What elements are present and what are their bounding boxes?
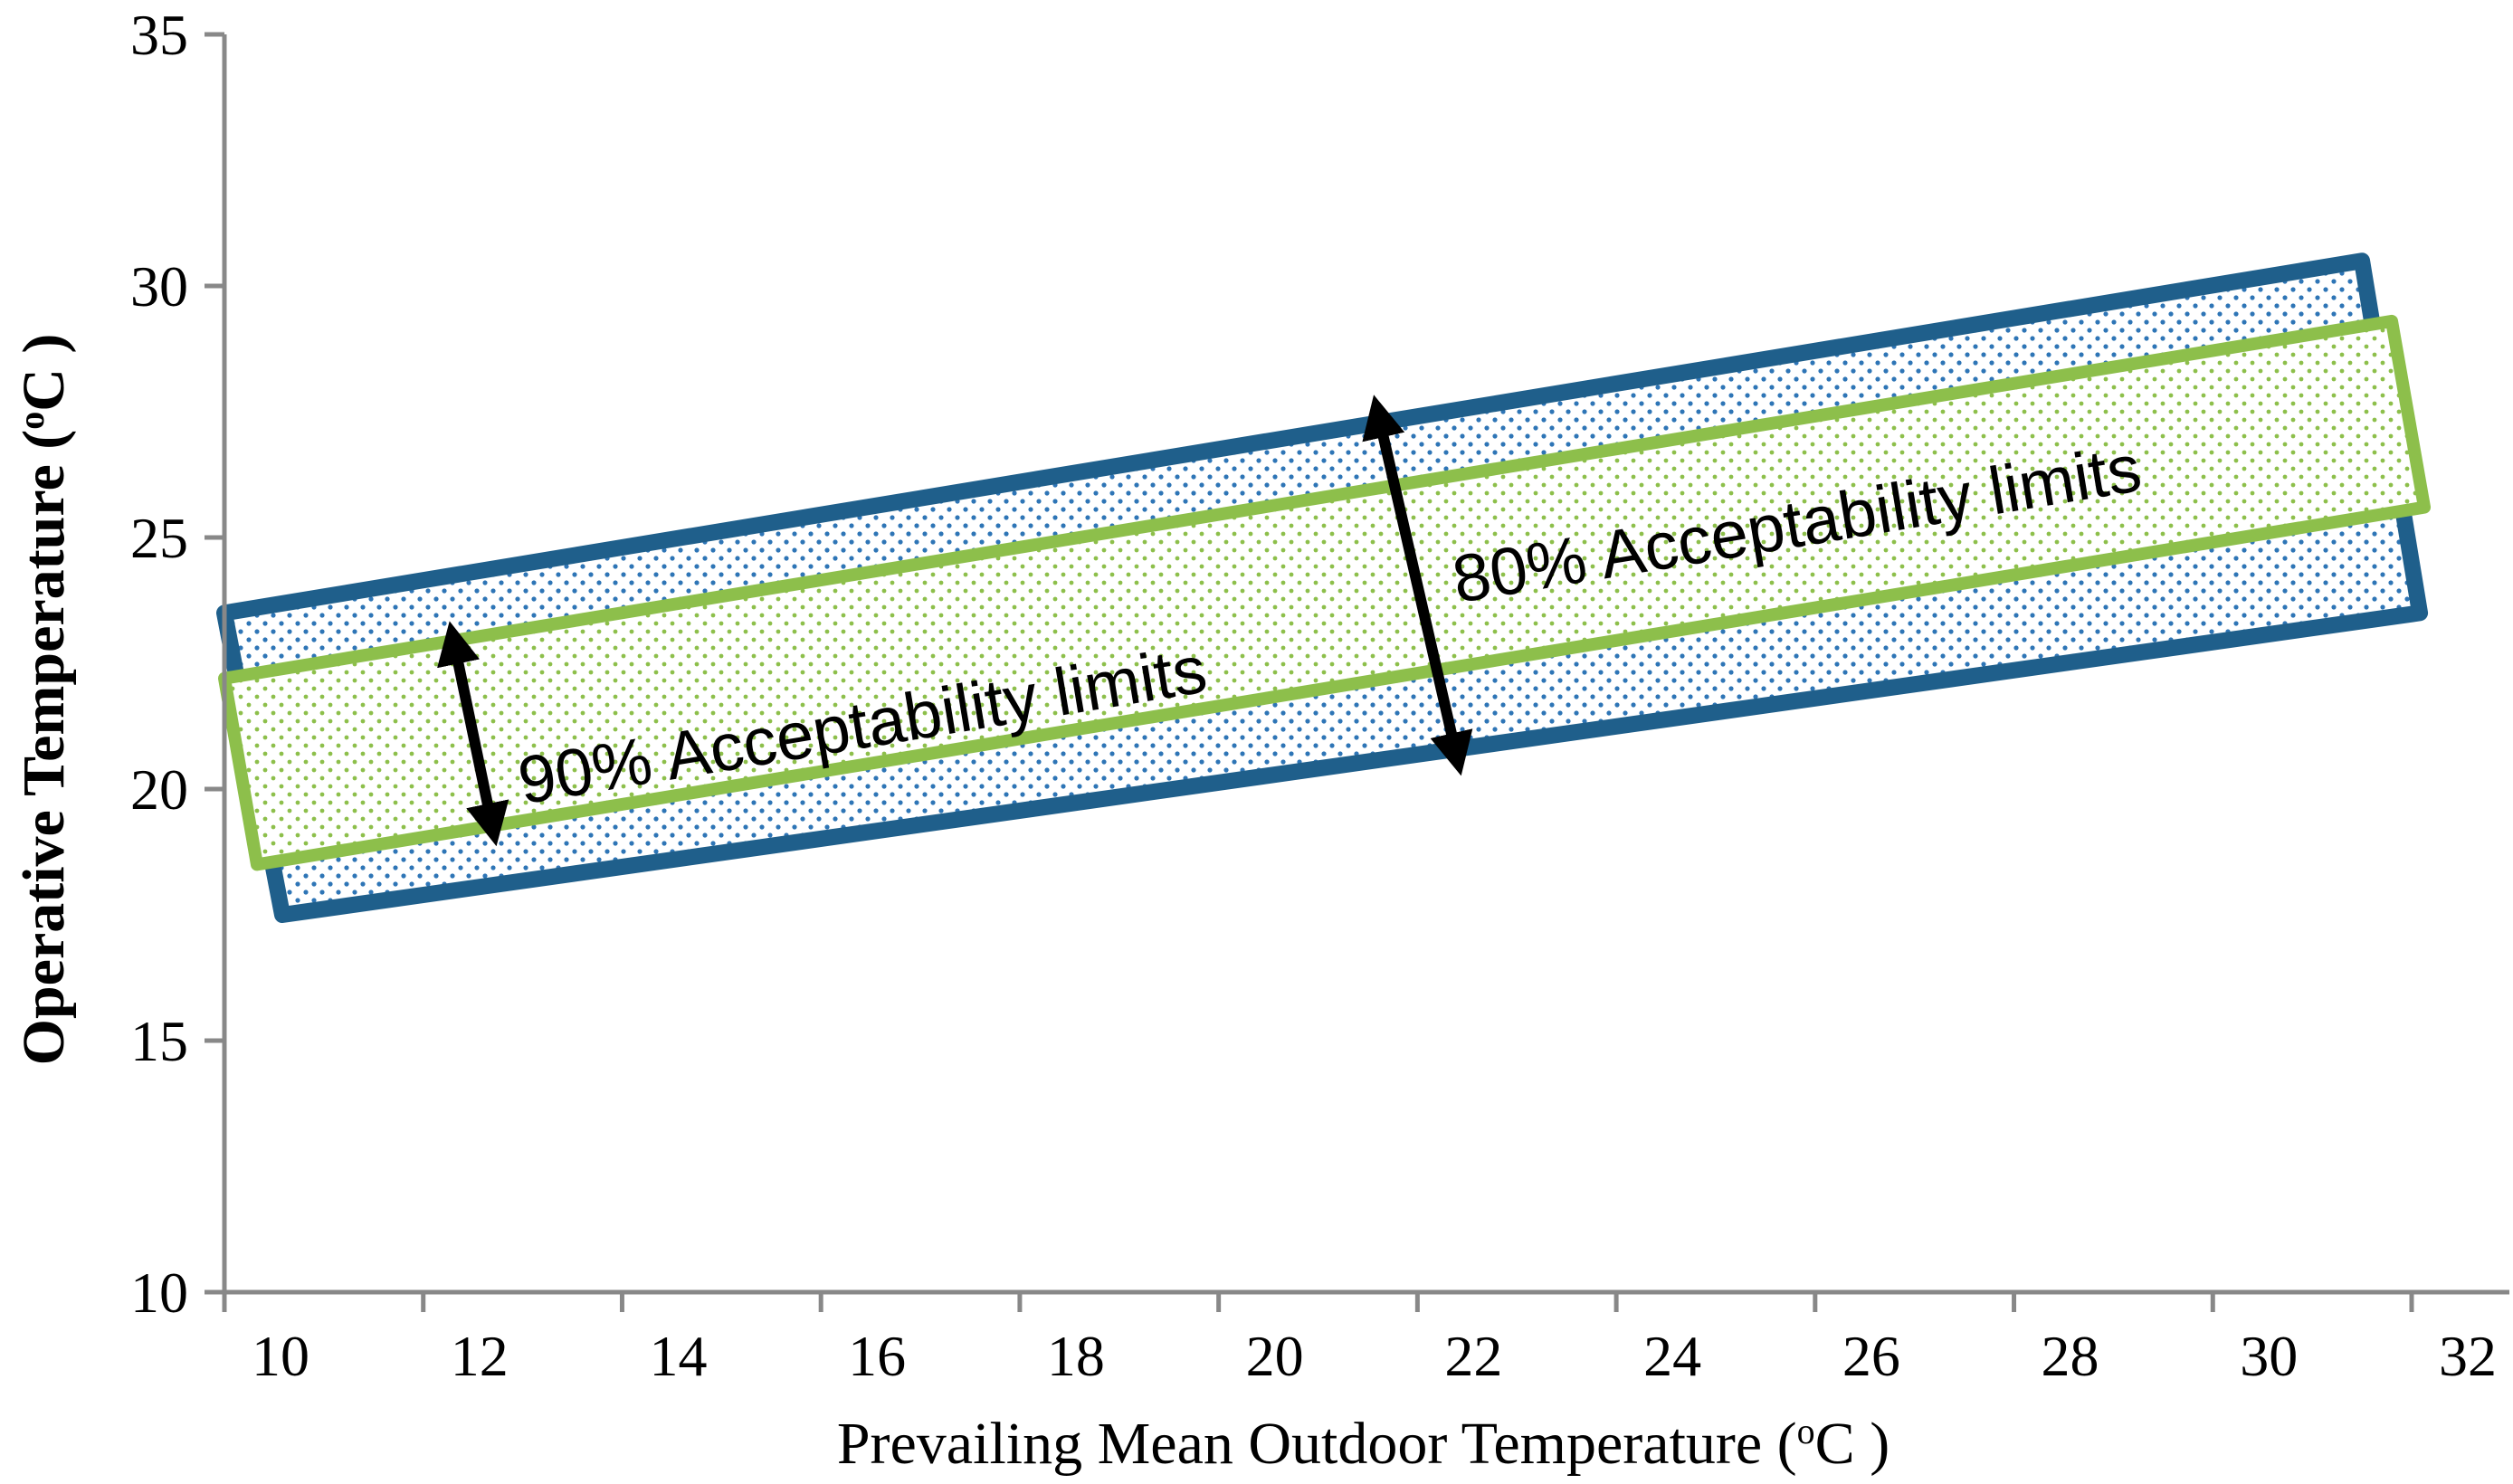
x-tick-label: 20 — [1246, 1324, 1304, 1388]
y-tick-label: 30 — [130, 254, 188, 319]
x-axis-title-degree: o — [1797, 1411, 1815, 1451]
y-tick-label: 15 — [130, 1009, 188, 1073]
x-tick-label: 24 — [1643, 1324, 1701, 1388]
x-axis-ticks: 10 12 14 16 18 20 22 24 26 28 30 32 — [222, 1292, 2497, 1388]
x-tick-label: 30 — [2240, 1324, 2298, 1388]
y-tick-label: 25 — [130, 506, 188, 570]
y-tick-label: 20 — [130, 757, 188, 822]
x-tick-label: 16 — [848, 1324, 906, 1388]
x-tick-label: 32 — [2439, 1324, 2497, 1388]
y-axis-title-main: Operative Temperature ( — [11, 430, 77, 1066]
arrow-80-acceptability — [1362, 395, 1473, 776]
y-axis-title-degree: o — [11, 412, 52, 430]
y-axis-title: Operative Temperature (oC ) — [11, 334, 78, 1066]
x-tick-label: 22 — [1444, 1324, 1502, 1388]
x-tick-label: 26 — [1842, 1324, 1900, 1388]
x-axis-title-unit: C ) — [1815, 1411, 1890, 1477]
x-axis-title: Prevailing Mean Outdoor Temperature (oC … — [837, 1411, 1890, 1478]
band-90-acceptability — [218, 314, 2432, 871]
x-tick-label: 12 — [451, 1324, 509, 1388]
y-axis-ticks: 10 15 20 25 30 35 — [130, 3, 224, 1325]
x-tick-label: 10 — [252, 1324, 309, 1388]
y-axis-title-unit: C ) — [11, 334, 77, 412]
x-tick-label: 28 — [2042, 1324, 2099, 1388]
x-axis-title-main: Prevailing Mean Outdoor Temperature ( — [837, 1411, 1797, 1477]
x-tick-label: 14 — [649, 1324, 707, 1388]
x-tick-label: 18 — [1047, 1324, 1105, 1388]
arrow-90-acceptability — [437, 621, 509, 847]
band-90-group — [218, 314, 2432, 871]
y-tick-label: 35 — [130, 3, 188, 67]
y-tick-label: 10 — [130, 1260, 188, 1325]
